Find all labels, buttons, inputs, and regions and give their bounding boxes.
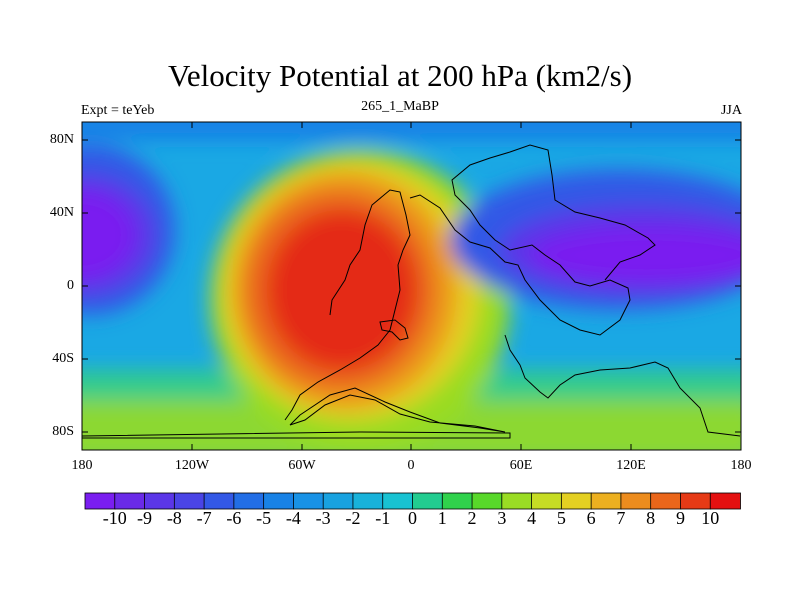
colorbar-label: 8 (646, 508, 656, 528)
lon-label-60w: 60W (288, 458, 316, 473)
colorbar-label: -2 (345, 508, 361, 528)
colorbar-swatch (144, 492, 176, 510)
colorbar-swatch (441, 492, 473, 510)
colorbar-swatch (233, 492, 265, 510)
lon-label-120e: 120E (616, 458, 646, 473)
colorbar-label: -10 (102, 508, 127, 528)
colorbar-swatch (352, 492, 384, 510)
colorbar-swatch (709, 492, 741, 510)
colorbar-label: 9 (675, 508, 685, 528)
colorbar-label: -3 (315, 508, 331, 528)
colorbar-label: 6 (586, 508, 596, 528)
colorbar-swatch (382, 492, 414, 510)
colorbar-label: 5 (556, 508, 566, 528)
colorbar-label: 2 (467, 508, 477, 528)
colorbar-swatch (203, 492, 235, 510)
colorbar-label: 7 (616, 508, 626, 528)
lat-label-80s: 80S (52, 424, 74, 439)
colorbar-swatch (560, 492, 593, 510)
colorbar-swatch (620, 492, 652, 510)
lon-label-120w: 120W (174, 458, 210, 473)
colorbar-swatch (531, 492, 563, 510)
colorbar-swatch (173, 492, 205, 510)
lat-label-0: 0 (67, 278, 74, 293)
season-label: JJA (720, 103, 742, 118)
lat-label-80n: 80N (49, 132, 74, 147)
colorbar-swatch (84, 492, 116, 510)
colorbar-label: 10 (701, 508, 720, 528)
lon-label-180e: 180 (730, 458, 752, 473)
colorbar-swatch (650, 492, 682, 510)
colorbar-label: 1 (437, 508, 447, 528)
lon-label-60e: 60E (509, 458, 533, 473)
case-label: 265_1_MaBP (361, 99, 439, 114)
colorbar-swatch (412, 492, 444, 510)
colorbar-label: -4 (285, 508, 301, 528)
colorbar-swatch (501, 492, 533, 510)
lon-label-180w: 180 (71, 458, 93, 473)
field-layer (82, 122, 741, 450)
colorbar-swatch (322, 492, 354, 510)
colorbar-swatch (471, 492, 503, 510)
map-title: Velocity Potential at 200 hPa (km2/s) (167, 58, 633, 93)
colorbar-label: 3 (497, 508, 507, 528)
colorbar-swatch (590, 492, 622, 510)
colorbar-swatch (263, 492, 295, 510)
colorbar-label: -7 (196, 508, 212, 528)
lat-label-40n: 40N (49, 205, 74, 220)
colorbar-swatch (293, 492, 325, 510)
colorbar-label: 0 (408, 508, 417, 528)
colorbar-label: -1 (375, 508, 391, 528)
colorbar-label: 4 (527, 508, 537, 528)
lat-label-40s: 40S (52, 351, 74, 366)
colorbar-swatch (114, 492, 146, 510)
colorbar-label: -6 (226, 508, 242, 528)
lon-label-0: 0 (407, 458, 415, 473)
colorbar-label: -5 (256, 508, 272, 528)
experiment-label: Expt = teYeb (81, 103, 155, 118)
colorbar-swatch (680, 492, 712, 510)
colorbar-label: -9 (137, 508, 153, 528)
colorbar-label: -8 (166, 508, 182, 528)
